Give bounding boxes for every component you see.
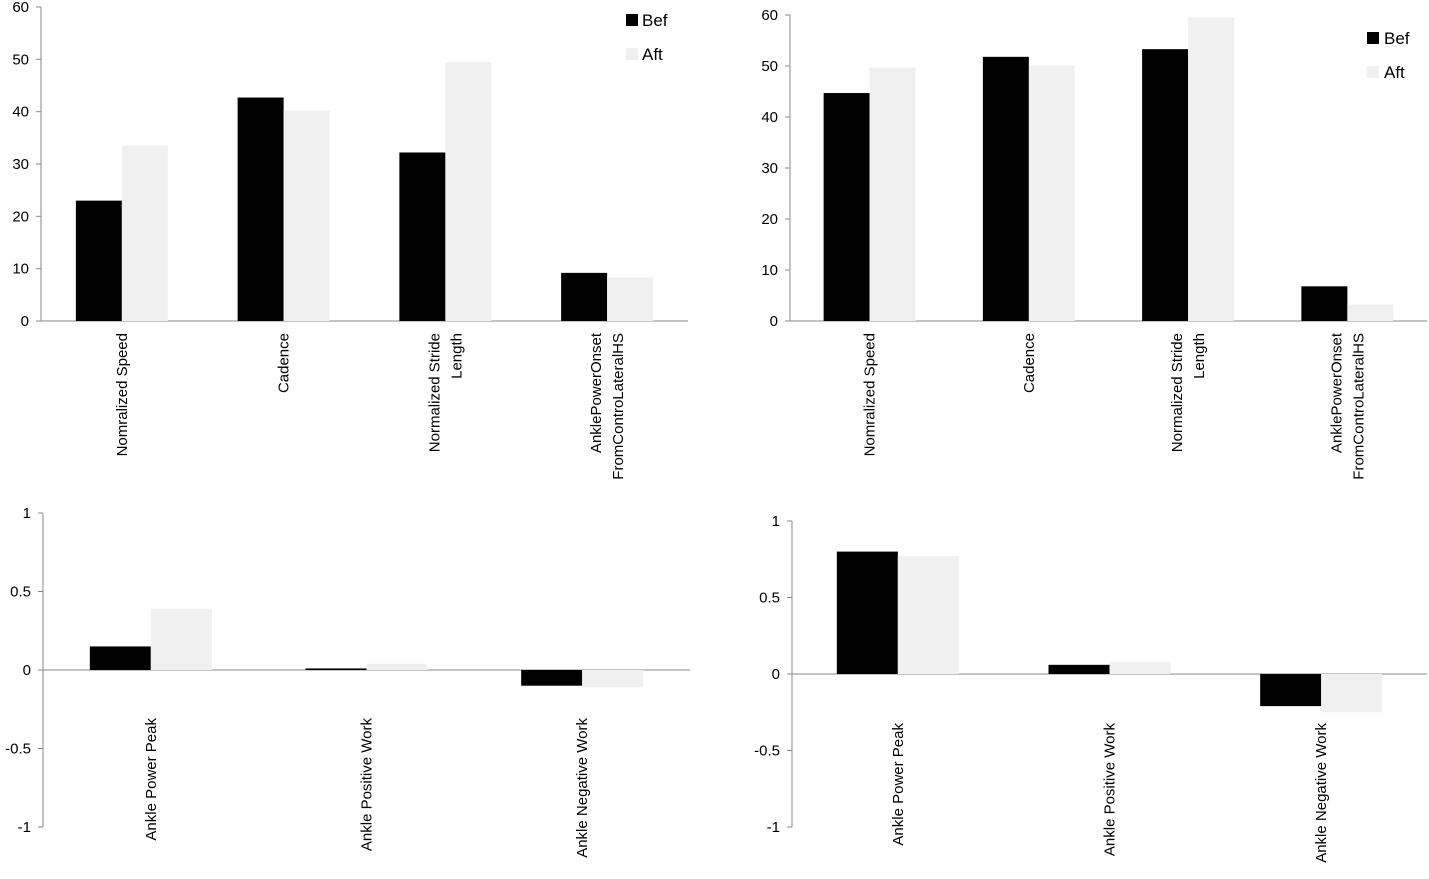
category-label: Ankle Power Peak [143,718,160,841]
bar-bef-3 [561,272,608,321]
category-label-line: Cadence [276,333,293,393]
category-label-line: Normalized Stride [426,333,443,452]
y-tick-label: -0.5 [5,741,31,758]
y-tick-label: 0.5 [10,584,31,601]
y-tick-label: 10 [12,261,29,278]
legend-label-aft: Aft [1384,63,1405,82]
y-tick-label: 30 [12,156,29,173]
legend-swatch-bef [626,14,638,26]
bar-aft-1 [366,663,428,670]
bar-aft-0 [897,556,959,674]
bar-aft-3 [1347,304,1394,321]
category-label-line: Length [448,333,465,379]
category-label: Ankle Positive Work [359,718,376,852]
chart-bottom-left: -1 -0.5 0 0.5 1 Ankle Power Peak Ankle Positiv… [5,505,690,858]
category-label: AnklePowerOnset FromControLateralHS [588,332,627,480]
bar-bef-0 [823,93,870,321]
bar-bef-1 [305,668,367,670]
category-label: Ankle Negative Work [574,718,591,858]
legend: Bef Aft [626,11,668,64]
category-label: Nomralized Speed [114,333,131,456]
y-tick-label: 60 [12,0,29,16]
bar-bef-2 [399,152,446,321]
bar-bef-1 [982,56,1029,321]
legend-swatch-aft [626,48,638,60]
bar-aft-3 [607,277,654,321]
bar-aft-1 [1109,661,1171,674]
category-label-line: Ankle Power Peak [890,723,907,846]
bar-aft-0 [121,145,168,321]
y-tick-label: 0 [23,662,31,679]
bar-bef-2 [1142,49,1189,322]
bar-bef-3 [1301,286,1348,321]
category-label-line: AnklePowerOnset [1328,332,1345,453]
category-label-line: Ankle Positive Work [1102,723,1119,857]
category-label: Ankle Power Peak [890,723,907,846]
y-tick-label: 20 [761,211,778,228]
category-label-line: Cadence [1021,333,1038,393]
bar-bef-2 [1260,674,1322,707]
y-tick-label: 50 [12,51,29,68]
category-label-line: Ankle Negative Work [1313,723,1330,863]
bar-aft-2 [582,670,644,688]
bar-aft-2 [1321,674,1383,713]
y-tick-label: 10 [761,262,778,279]
category-label: Normalized Stride Length [1169,333,1208,452]
bar-aft-0 [150,608,212,670]
category-label: Cadence [276,333,293,393]
category-label: Ankle Positive Work [1102,723,1119,857]
legend-swatch-bef [1367,32,1379,44]
y-tick-label: 50 [761,58,778,75]
legend: Bef Aft [1367,29,1410,82]
bar-bef-1 [237,97,284,321]
y-tick-label: 20 [12,208,29,225]
legend-label-bef: Bef [1384,29,1410,48]
y-tick-label: -1 [18,819,31,836]
chart-top-left: 0 10 20 30 40 50 60 Nomralized Speed Cadence Norm… [12,0,688,480]
bar-aft-2 [1188,17,1235,322]
y-tick-label: 1 [772,513,780,530]
bar-bef-0 [75,200,122,321]
chart-bottom-right: -1 -0.5 0 0.5 1 Ankle Power Peak Ankle Positiv… [754,513,1427,863]
y-tick-label: -1 [767,819,780,836]
category-label-line: Nomralized Speed [114,333,131,456]
y-tick-label: 0 [21,313,29,330]
y-tick-label: 0 [772,666,780,683]
category-label: Normalized Stride Length [426,333,465,452]
y-tick-label: 0.5 [759,590,780,607]
bar-aft-1 [283,110,330,322]
category-label-line: FromControLateralHS [1350,333,1367,480]
category-label: AnklePowerOnset FromControLateralHS [1328,332,1367,480]
category-label: Ankle Negative Work [1313,723,1330,863]
legend-label-bef: Bef [642,11,668,30]
category-label-line: Ankle Positive Work [359,718,376,852]
y-tick-label: 30 [761,160,778,177]
bar-bef-0 [89,646,151,670]
y-tick-label: 40 [12,104,29,121]
bar-bef-2 [521,670,583,686]
category-label-line: Normalized Stride [1169,333,1186,452]
y-tick-label: 0 [770,313,778,330]
legend-label-aft: Aft [642,45,663,64]
category-label-line: FromControLateralHS [610,333,627,480]
category-label-line: Ankle Negative Work [574,718,591,858]
category-label-line: AnklePowerOnset [588,332,605,453]
category-label-line: Nomralized Speed [862,333,879,456]
bar-bef-0 [836,551,898,674]
y-tick-label: 60 [761,7,778,24]
bar-aft-2 [445,61,492,321]
y-tick-label: -0.5 [754,743,780,760]
category-label-line: Ankle Power Peak [143,718,160,841]
chart-top-right: 0 10 20 30 40 50 60 Nomralized Speed Cadence Norm… [761,7,1427,480]
category-label: Nomralized Speed [862,333,879,456]
category-label-line: Length [1191,333,1208,379]
legend-swatch-aft [1367,66,1379,78]
bar-aft-0 [869,67,916,321]
bar-bef-1 [1048,664,1110,674]
y-tick-label: 1 [23,505,31,522]
y-tick-label: 40 [761,109,778,126]
bar-aft-1 [1028,65,1075,322]
category-label: Cadence [1021,333,1038,393]
